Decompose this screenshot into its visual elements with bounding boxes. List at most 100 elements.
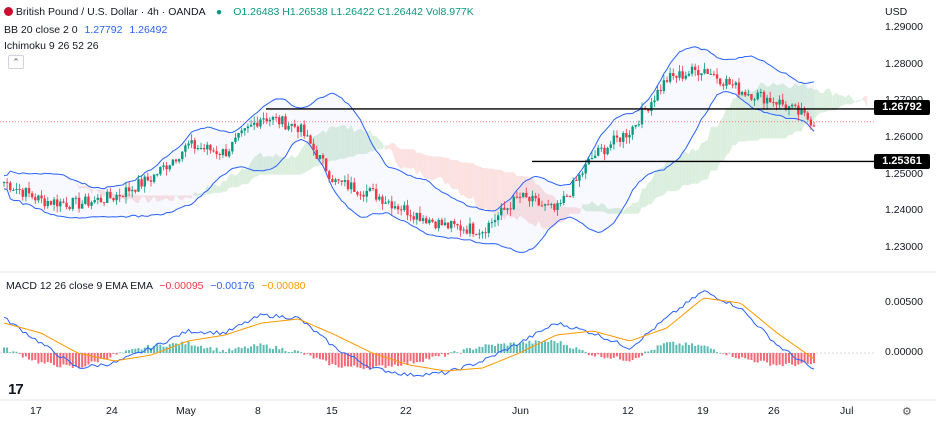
- macd-histogram-bar: [184, 344, 187, 353]
- candle-body: [484, 232, 487, 234]
- macd-histogram-bar: [597, 353, 600, 355]
- candle-body: [321, 155, 325, 159]
- cloud-segment: [776, 84, 780, 139]
- candle-body: [30, 193, 34, 198]
- macd-histogram-bar: [478, 346, 481, 353]
- macd-histogram-bar: [290, 352, 293, 353]
- cloud-segment: [75, 182, 80, 189]
- candle-body: [156, 174, 159, 176]
- collapse-indicators-button[interactable]: ⌃: [8, 55, 24, 69]
- candle-body: [124, 187, 128, 197]
- cloud-segment: [451, 160, 455, 190]
- candle-body: [115, 195, 118, 201]
- bb-legend[interactable]: BB 20 close 2 0 1.27792 1.26492: [4, 24, 167, 36]
- macd-histogram-bar: [49, 353, 52, 363]
- macd-histogram-bar: [775, 353, 778, 366]
- candle-body: [165, 165, 168, 170]
- candle-body: [52, 199, 56, 205]
- candle-body: [46, 201, 49, 207]
- cloud-segment: [526, 176, 530, 224]
- cloud-segment: [147, 195, 151, 204]
- macd-histogram-bar: [600, 353, 603, 358]
- macd-histogram-bar: [559, 341, 562, 353]
- candle-body: [331, 178, 334, 182]
- candle-body: [221, 149, 225, 156]
- candle-body: [637, 124, 641, 126]
- cloud-segment: [163, 195, 167, 200]
- candle-body: [177, 159, 181, 162]
- candle-body: [765, 97, 769, 104]
- cloud-segment: [713, 126, 718, 171]
- cloud-segment: [466, 162, 470, 200]
- cloud-segment: [638, 188, 642, 214]
- macd-histogram-bar: [53, 353, 56, 366]
- symbol-title[interactable]: British Pound / U.S. Dollar · 4h · OANDA: [15, 6, 205, 18]
- macd-histogram-bar: [703, 345, 706, 353]
- candle-body: [506, 208, 509, 210]
- macd-value-hist: −0.00095: [159, 280, 204, 292]
- macd-histogram-bar: [312, 353, 315, 359]
- cloud-segment: [651, 173, 655, 205]
- candle-body: [281, 116, 284, 125]
- cloud-segment: [773, 82, 777, 139]
- candle-body: [615, 135, 619, 138]
- macd-histogram-bar: [644, 351, 647, 353]
- cloud-segment: [857, 99, 861, 103]
- candle-body: [553, 204, 556, 211]
- time-tick-label: 26: [768, 405, 780, 417]
- candle-body: [772, 102, 775, 104]
- macd-legend[interactable]: MACD 12 26 close 9 EMA EMA −0.00095 −0.0…: [6, 280, 306, 292]
- cloud-segment: [469, 163, 474, 200]
- candle-body: [109, 191, 112, 199]
- cloud-segment: [398, 147, 402, 169]
- candle-body: [737, 82, 741, 95]
- macd-histogram-bar: [378, 353, 381, 366]
- macd-histogram-bar: [334, 353, 337, 366]
- cloud-segment: [679, 150, 683, 190]
- macd-histogram-bar: [353, 353, 356, 366]
- candle-body: [675, 76, 678, 78]
- cloud-segment: [219, 181, 223, 193]
- cloud-segment: [842, 95, 846, 106]
- macd-histogram-bar: [300, 352, 303, 353]
- candle-body: [512, 196, 515, 210]
- cloud-segment: [670, 160, 674, 192]
- macd-histogram-bar: [18, 353, 21, 354]
- horizontal-levels: [0, 108, 874, 163]
- macd-histogram-bar: [522, 341, 525, 353]
- cloud-segment: [138, 195, 142, 204]
- cloud-segment: [591, 201, 596, 212]
- settings-gear-icon[interactable]: ⚙: [902, 406, 912, 418]
- macd-histogram-bar: [387, 353, 390, 366]
- cloud-segment: [582, 204, 586, 212]
- macd-histogram-bar: [706, 346, 709, 353]
- cloud-segment: [423, 154, 427, 179]
- macd-histogram-bar: [609, 353, 612, 359]
- candle-body: [362, 194, 365, 197]
- cloud-segment: [426, 155, 430, 180]
- cloud-segment: [169, 195, 173, 202]
- candle-body: [794, 104, 797, 106]
- macd-histogram-bar: [719, 352, 722, 354]
- ichimoku-legend[interactable]: Ichimoku 9 26 52 26: [4, 40, 99, 52]
- macd-histogram-bar: [762, 353, 765, 361]
- candle-body: [149, 180, 153, 182]
- macd-value-signal: −0.00080: [261, 280, 306, 292]
- macd-histogram-bar: [112, 353, 115, 354]
- macd-histogram-bar: [556, 342, 559, 353]
- cloud-segment: [85, 186, 89, 189]
- cloud-segment: [823, 88, 827, 113]
- candle-body: [706, 69, 709, 74]
- macd-histogram-bar: [418, 353, 421, 362]
- candle-body: [381, 196, 384, 204]
- cloud-segment: [835, 92, 840, 111]
- cloud-segment: [839, 95, 843, 108]
- macd-histogram-bar: [350, 353, 353, 367]
- candle-body: [509, 208, 512, 210]
- cloud-segment: [573, 207, 577, 215]
- candle-body: [740, 92, 744, 95]
- candle-body: [168, 165, 171, 170]
- macd-histogram-bar: [78, 353, 81, 368]
- macd-histogram-bar: [237, 347, 240, 353]
